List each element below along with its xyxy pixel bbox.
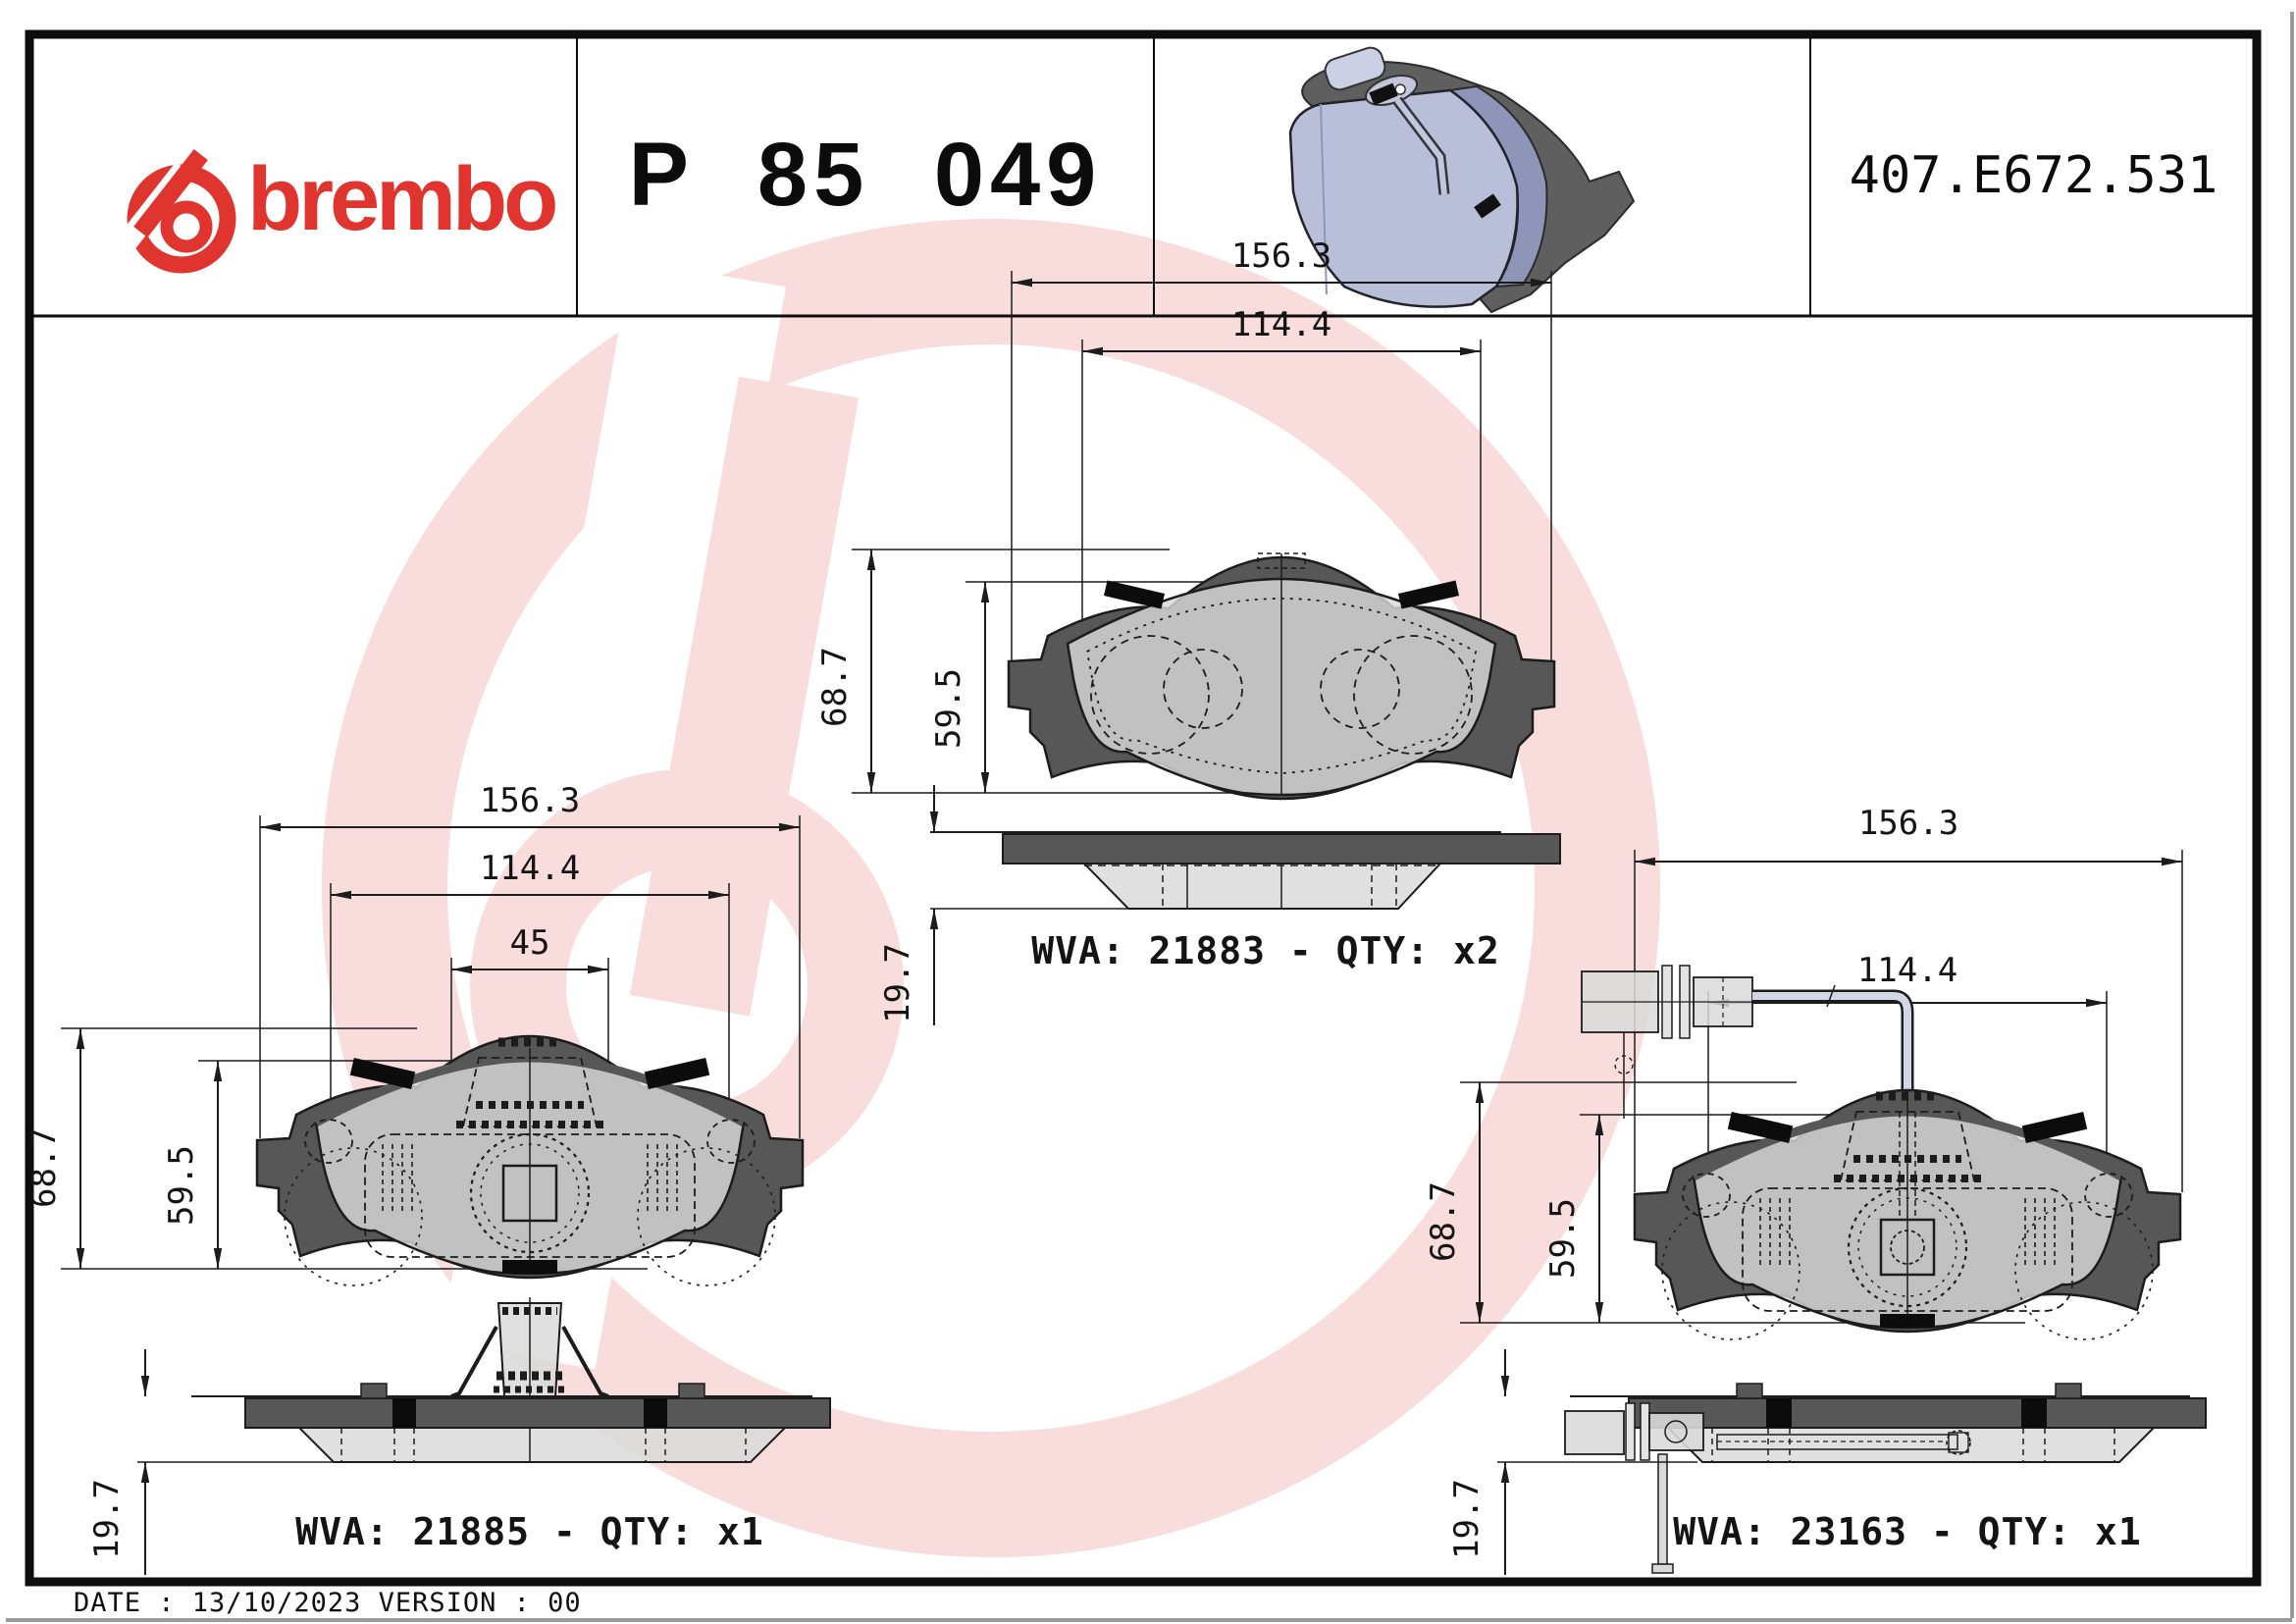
version-label: VERSION : (361, 1588, 548, 1618)
brembo-logo-icon (103, 149, 236, 274)
wva-label: WVA: 21885 - QTY: x1 (295, 1510, 764, 1553)
page-edge-shadow-bottom (6, 1618, 2292, 1622)
date-label: DATE : (74, 1588, 192, 1618)
drawing-pad-inner-view: 156.3 114.4 68.7 59.5 (815, 236, 1561, 1025)
dim-thickness: 19.7 (87, 1479, 127, 1559)
dim-pad-width: 114.4 (1857, 951, 1957, 990)
drawing-pad-clip-view: 156.3 114.4 45 68.7 59.5 (25, 781, 831, 1575)
wva-label: WVA: 23163 - QTY: x1 (1673, 1510, 2142, 1553)
dim-pad-width: 114.4 (480, 849, 580, 888)
page-edge-shadow-right (2290, 12, 2294, 1618)
brand-logo: brembo (29, 34, 577, 316)
dim-thickness: 19.7 (878, 943, 917, 1023)
dim-overall-width: 156.3 (1231, 236, 1331, 276)
dim-pad-height: 59.5 (929, 668, 968, 749)
dim-pad-height: 59.5 (162, 1145, 201, 1226)
sheet-frame (25, 29, 2262, 1587)
date-value: 13/10/2023 (191, 1588, 362, 1618)
wva-label: WVA: 21883 - QTY: x2 (1031, 929, 1500, 972)
part-number: P 85 049 (628, 125, 1103, 225)
dim-overall-height: 68.7 (1424, 1181, 1463, 1262)
dim-overall-width: 156.3 (480, 781, 580, 820)
dim-clip-width: 45 (510, 923, 550, 963)
dim-pad-height: 59.5 (1543, 1198, 1583, 1279)
brand-wordmark: brembo (247, 149, 558, 249)
reference-code: 407.E672.531 (1849, 145, 2218, 205)
product-render-3d (1288, 46, 1636, 314)
footer-info: DATE : 13/10/2023 VERSION : 00 (74, 1588, 582, 1618)
dim-overall-height: 68.7 (815, 647, 855, 727)
dim-overall-height: 68.7 (25, 1127, 64, 1208)
dim-overall-width: 156.3 (1858, 804, 1958, 843)
wear-sensor-connector (1581, 965, 1914, 1119)
dim-thickness: 19.7 (1447, 1479, 1487, 1559)
dim-pad-width: 114.4 (1231, 305, 1331, 344)
drawing-pad-sensor-view: 156.3 114.4 (1424, 804, 2207, 1575)
wear-sensor-side (1564, 1402, 1971, 1574)
version-value: 00 (548, 1588, 582, 1618)
